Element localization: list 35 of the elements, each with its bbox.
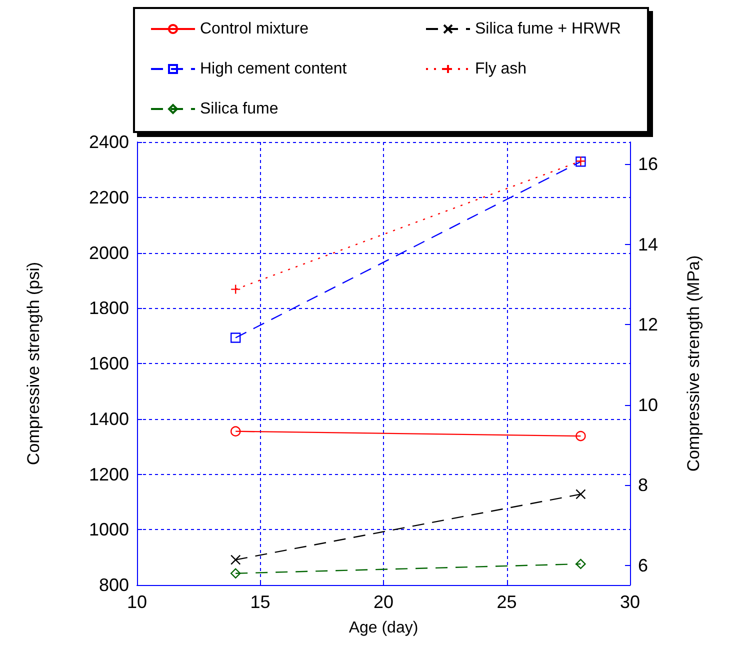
y2-tick-label: 6 [638, 556, 648, 576]
y2-tick-label: 14 [638, 234, 658, 254]
legend-label: Silica fume + HRWR [475, 20, 621, 38]
x-axis-title: Age (day) [348, 620, 418, 636]
y2-tick-label: 16 [638, 154, 658, 174]
y-axis-title: Compressive strength (psi) [24, 262, 43, 466]
point [576, 489, 586, 500]
y-tick-label: 1400 [88, 408, 129, 429]
y-tick-label: 2000 [88, 242, 129, 263]
point [230, 554, 241, 565]
legend-label: Fly ash [475, 60, 527, 78]
y2-tick-label: 8 [638, 475, 648, 496]
x-tick-label: 15 [250, 592, 270, 612]
point [230, 426, 241, 436]
y-tick-label: 800 [98, 575, 129, 595]
y2-tick-label: 12 [638, 314, 658, 335]
y-tick-label: 1200 [88, 464, 129, 484]
x-tick-label: 30 [620, 592, 640, 612]
y-tick-label: 1800 [88, 298, 129, 318]
y2-tick-label: 10 [638, 394, 658, 415]
point [576, 558, 586, 570]
y2-axis-title: Compressive strength (MPa) [684, 255, 703, 472]
x-tick-label: 25 [496, 592, 517, 612]
point [576, 430, 586, 442]
point [230, 332, 241, 343]
x-tick-label: 10 [126, 592, 148, 612]
point [230, 568, 241, 578]
legend-label: High cement content [200, 60, 348, 78]
y-tick-label: 1600 [88, 354, 129, 374]
y-tick-label: 1000 [88, 520, 129, 540]
legend-label: Control mixture [200, 20, 309, 38]
y-tick-label: 2400 [88, 132, 129, 152]
x-tick-label: 20 [373, 592, 394, 612]
y-tick-label: 2200 [88, 187, 129, 208]
legend-label: Silica fume [200, 100, 278, 118]
